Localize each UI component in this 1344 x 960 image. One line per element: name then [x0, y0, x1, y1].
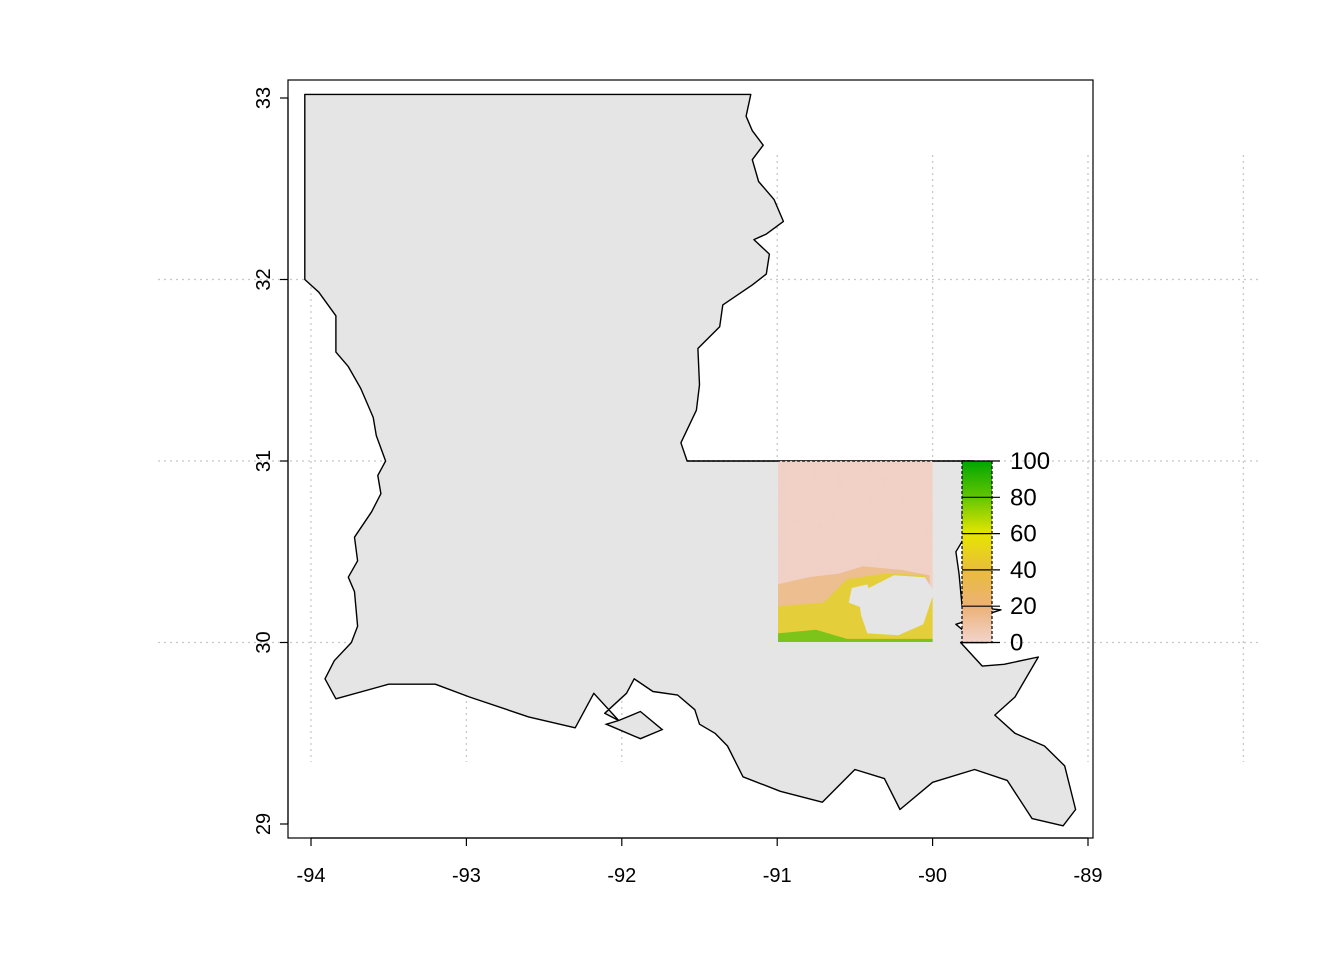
state-outline — [304, 93, 1077, 827]
y-tick-label: 32 — [253, 268, 275, 290]
legend-label: 20 — [1010, 593, 1037, 620]
legend-label: 100 — [1010, 448, 1050, 475]
x-tick-label: -91 — [763, 865, 792, 887]
raster-zone-80 — [778, 629, 933, 642]
raster-layer — [687, 460, 973, 642]
raster-cells — [778, 461, 934, 642]
lake-pontchartrain — [858, 575, 934, 636]
legend-label: 80 — [1010, 484, 1037, 511]
legend-label: 60 — [1010, 521, 1037, 548]
x-tick-label: -89 — [1074, 865, 1103, 887]
y-tick-label: 31 — [253, 450, 275, 472]
x-tick-label: -94 — [297, 865, 326, 887]
x-tick-label: -90 — [918, 865, 947, 887]
legend-color-bar — [962, 461, 992, 643]
x-tick-label: -93 — [452, 865, 481, 887]
y-tick-label: 33 — [253, 87, 275, 109]
y-tick-label: 30 — [253, 631, 275, 653]
x-tick-label: -92 — [607, 865, 636, 887]
color-legend: 100 80 60 40 20 0 — [961, 448, 1050, 657]
marsh-island — [604, 710, 664, 740]
axes: -94 -93 -92 -91 -90 -89 29 30 31 32 33 — [253, 87, 1102, 887]
louisiana-state-polygon — [304, 93, 1077, 827]
legend-label: 0 — [1010, 630, 1023, 657]
y-tick-label: 29 — [253, 813, 275, 835]
legend-label: 40 — [1010, 557, 1037, 584]
lake-maurepas — [848, 584, 872, 608]
